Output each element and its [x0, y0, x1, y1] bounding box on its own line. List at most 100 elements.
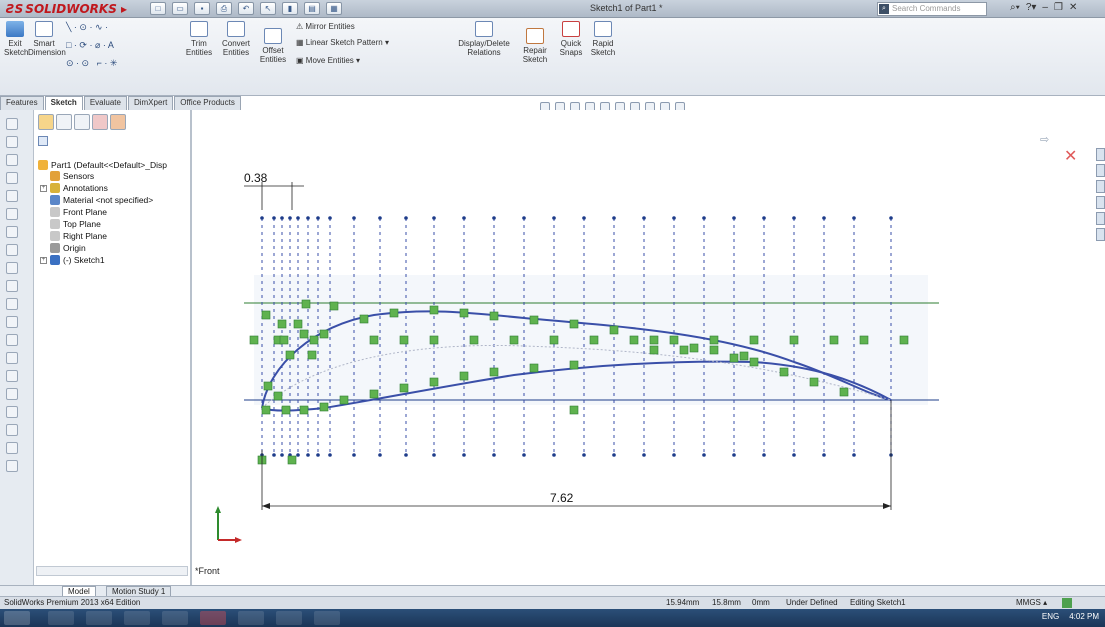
rapid-sketch-button[interactable]: Rapid Sketch — [588, 21, 618, 57]
smart-dimension-button[interactable]: Smart Dimension — [28, 21, 66, 57]
sketch-point[interactable] — [582, 216, 586, 220]
relation-marker-icon[interactable] — [469, 335, 479, 345]
select-icon[interactable]: ↖ — [260, 2, 276, 15]
app-icon[interactable] — [314, 611, 340, 625]
open-icon[interactable]: ▭ — [172, 2, 188, 15]
sketch-tool-icon[interactable] — [6, 352, 18, 364]
linear-pattern-button[interactable]: ▦ Linear Sketch Pattern ▾ — [296, 38, 389, 47]
property-manager-tab-icon[interactable] — [56, 114, 72, 130]
relation-marker-icon[interactable] — [569, 405, 579, 415]
sketch-point[interactable] — [612, 453, 616, 457]
tree-item-top-plane[interactable]: Top Plane — [50, 219, 101, 229]
dimension-0-38[interactable]: 0.38 — [244, 171, 268, 185]
relation-marker-icon[interactable] — [549, 335, 559, 345]
tree-horizontal-scrollbar[interactable] — [36, 566, 188, 576]
tab-dimxpert[interactable]: DimXpert — [127, 96, 174, 110]
offset-entities-button[interactable]: Offset Entities — [256, 28, 290, 64]
print-icon[interactable]: ⎙ — [216, 2, 232, 15]
relation-marker-icon[interactable] — [859, 335, 869, 345]
relation-marker-icon[interactable] — [529, 363, 539, 373]
sketch-point[interactable] — [732, 216, 736, 220]
sketch-point[interactable] — [582, 453, 586, 457]
internet-explorer-icon[interactable] — [48, 611, 74, 625]
relation-marker-icon[interactable] — [273, 391, 283, 401]
file-properties-icon[interactable]: ▤ — [304, 2, 320, 15]
relation-marker-icon[interactable] — [509, 335, 519, 345]
sketch-point[interactable] — [462, 453, 466, 457]
tree-item-material[interactable]: Material <not specified> — [50, 195, 153, 205]
move-entities-button[interactable]: ▣ Move Entities ▾ — [296, 56, 361, 65]
sketch-tool-icon[interactable] — [6, 118, 18, 130]
sketch-tool-icon[interactable] — [6, 172, 18, 184]
relation-marker-icon[interactable] — [319, 402, 329, 412]
sketch-tool-icon[interactable] — [6, 226, 18, 238]
media-player-icon[interactable] — [86, 611, 112, 625]
relation-marker-icon[interactable] — [299, 405, 309, 415]
relation-marker-icon[interactable] — [309, 335, 319, 345]
expand-icon[interactable]: + — [40, 256, 47, 264]
relation-marker-icon[interactable] — [249, 335, 259, 345]
relation-marker-icon[interactable] — [839, 387, 849, 397]
custom-properties-icon[interactable] — [1096, 228, 1105, 241]
mirror-entities-button[interactable]: ⚠ Mirror Entities — [296, 22, 355, 31]
sketch-tool-icon[interactable] — [6, 136, 18, 148]
sketch-point[interactable] — [316, 453, 320, 457]
relation-marker-icon[interactable] — [709, 345, 719, 355]
sketch-point[interactable] — [306, 216, 310, 220]
clock[interactable]: 4:02 PM — [1069, 612, 1099, 621]
relation-marker-icon[interactable] — [301, 299, 311, 309]
start-button-icon[interactable] — [4, 611, 30, 625]
relation-marker-icon[interactable] — [389, 308, 399, 318]
sketch-tool-icon[interactable] — [6, 244, 18, 256]
language-indicator[interactable]: ENG — [1041, 612, 1060, 621]
relation-marker-icon[interactable] — [649, 335, 659, 345]
save-icon[interactable]: ▪ — [194, 2, 210, 15]
sketch-tool-icon[interactable] — [6, 316, 18, 328]
sketch-tool-icon[interactable] — [6, 190, 18, 202]
sketch-tool-icon[interactable] — [6, 208, 18, 220]
sketch-tool-icon[interactable] — [6, 460, 18, 472]
sketch-point[interactable] — [552, 453, 556, 457]
sketch-point[interactable] — [792, 453, 796, 457]
relation-marker-icon[interactable] — [299, 329, 309, 339]
relation-marker-icon[interactable] — [329, 301, 339, 311]
appearances-icon[interactable] — [1096, 212, 1105, 225]
tab-features[interactable]: Features — [0, 96, 44, 110]
sketch-point[interactable] — [328, 453, 332, 457]
sketch-point[interactable] — [296, 453, 300, 457]
tree-part[interactable]: Part1 (Default<<Default>_Disp — [38, 160, 167, 170]
relation-marker-icon[interactable] — [679, 345, 689, 355]
relation-marker-icon[interactable] — [749, 357, 759, 367]
sketch-point[interactable] — [822, 453, 826, 457]
graphics-area[interactable]: 0.38 7.62 — [194, 110, 1105, 585]
tree-item-right-plane[interactable]: Right Plane — [50, 231, 107, 241]
close-icon[interactable]: ✕ — [1068, 2, 1078, 13]
design-library-icon[interactable] — [1096, 164, 1105, 177]
display-delete-relations-button[interactable]: Display/Delete Relations — [454, 21, 514, 57]
sketch-tool-icon[interactable] — [6, 406, 18, 418]
feature-manager-tab-icon[interactable] — [38, 114, 54, 130]
sketch-point[interactable] — [328, 216, 332, 220]
relation-marker-icon[interactable] — [261, 310, 271, 320]
sketch-tool-icon[interactable] — [6, 280, 18, 292]
app-icon[interactable] — [238, 611, 264, 625]
cancel-sketch-icon[interactable]: ✕ — [1064, 146, 1078, 165]
relation-marker-icon[interactable] — [293, 319, 303, 329]
relation-marker-icon[interactable] — [649, 345, 659, 355]
rebuild-icon[interactable]: ▮ — [282, 2, 298, 15]
relation-marker-icon[interactable] — [339, 395, 349, 405]
relation-marker-icon[interactable] — [429, 305, 439, 315]
options-icon[interactable]: ▦ — [326, 2, 342, 15]
sketch-point[interactable] — [272, 453, 276, 457]
sketch-point[interactable] — [612, 216, 616, 220]
tree-item-sensors[interactable]: Sensors — [50, 171, 94, 181]
solidworks-taskbar-icon[interactable] — [200, 611, 226, 625]
relation-marker-icon[interactable] — [789, 335, 799, 345]
relation-marker-icon[interactable] — [369, 335, 379, 345]
relation-marker-icon[interactable] — [277, 319, 287, 329]
relation-marker-icon[interactable] — [749, 335, 759, 345]
sketch-point[interactable] — [404, 453, 408, 457]
sketch-point[interactable] — [822, 216, 826, 220]
sketch-point[interactable] — [352, 216, 356, 220]
sketch-tool-icon[interactable] — [6, 154, 18, 166]
